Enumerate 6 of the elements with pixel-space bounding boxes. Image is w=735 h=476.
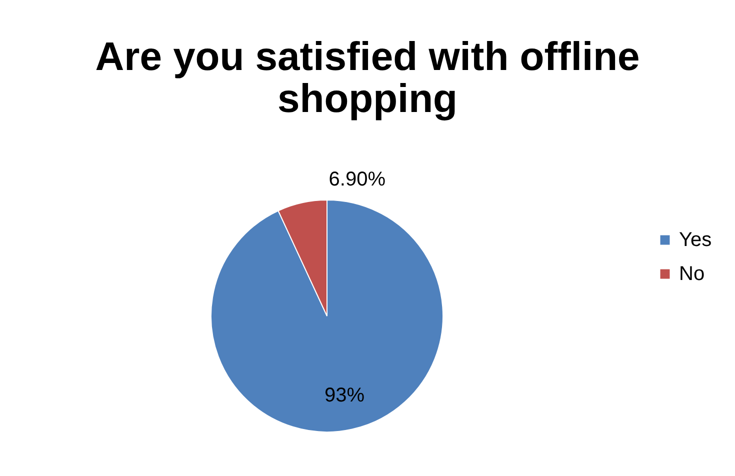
data-label: 93% <box>324 384 365 406</box>
legend-label: Yes <box>679 229 712 251</box>
legend-label: No <box>679 263 705 285</box>
data-label: 6.90% <box>328 168 386 190</box>
chart-title: Are you satisfied with offline shopping <box>95 35 640 121</box>
pie-slice <box>210 200 444 432</box>
